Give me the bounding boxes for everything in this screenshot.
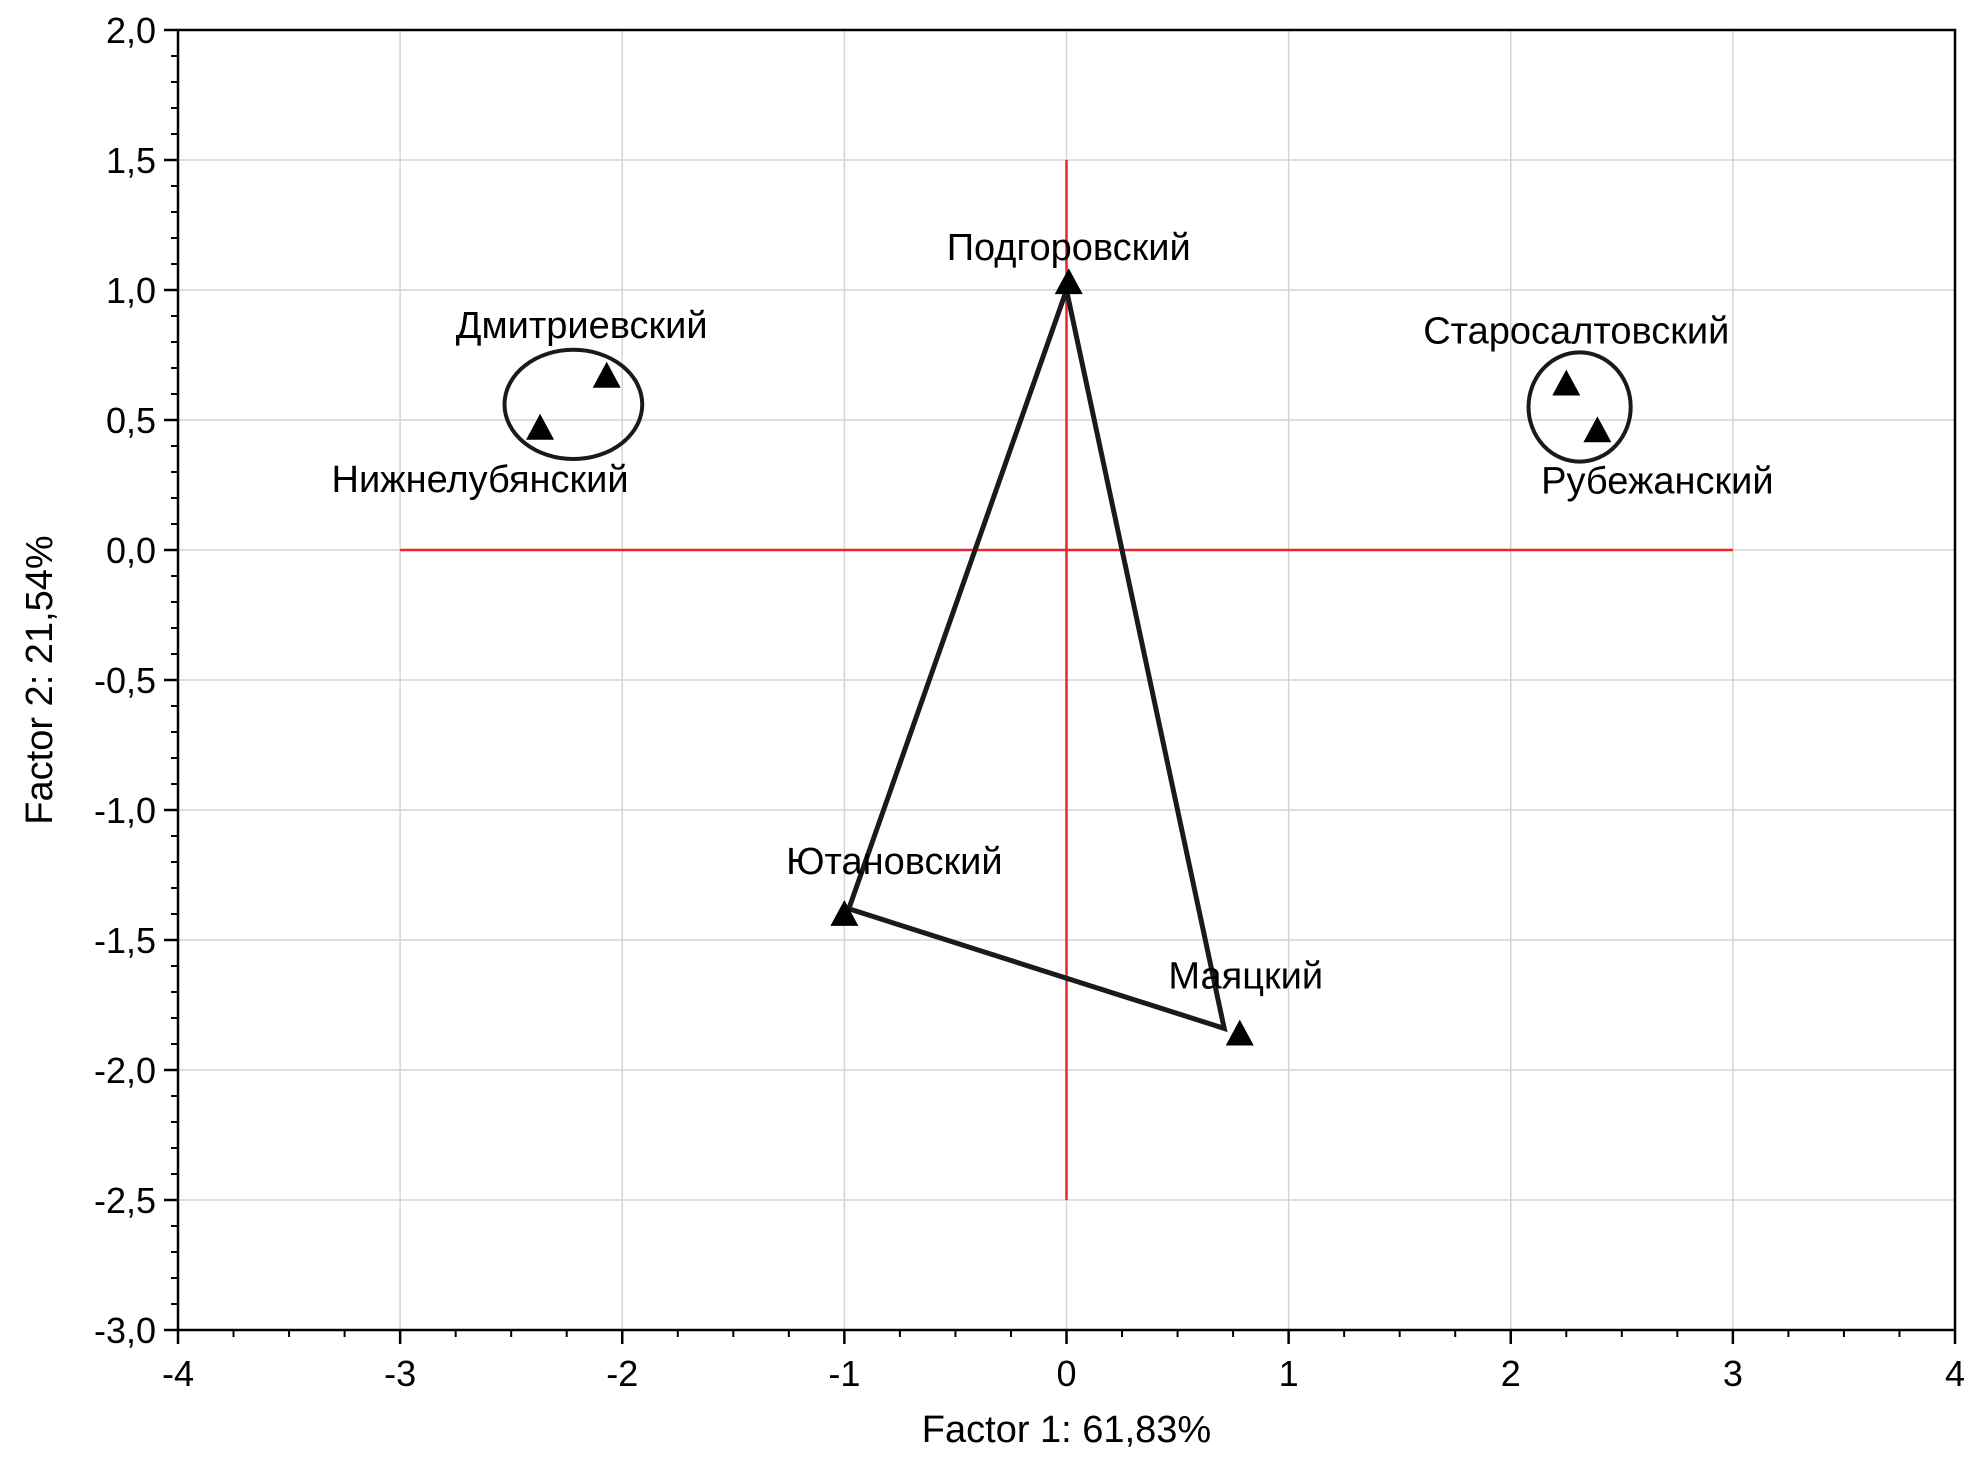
y-tick-label: -2,0 xyxy=(94,1050,156,1091)
y-tick-label: -0,5 xyxy=(94,660,156,701)
point-label: Рубежанский xyxy=(1541,460,1773,502)
data-points xyxy=(526,268,1612,1046)
y-tick-label: 1,5 xyxy=(106,140,156,181)
point-label: Маяцкий xyxy=(1168,956,1323,998)
point-marker xyxy=(526,413,555,440)
y-tick-label: 0,0 xyxy=(106,530,156,571)
y-tick-label: 2,0 xyxy=(106,10,156,51)
x-tick-label: -2 xyxy=(606,1353,638,1394)
x-tick-label: 4 xyxy=(1945,1353,1965,1394)
point-marker xyxy=(1225,1019,1254,1046)
x-tick-label: -1 xyxy=(828,1353,860,1394)
y-tick-label: -2,5 xyxy=(94,1180,156,1221)
point-label: Старосалтовский xyxy=(1423,311,1729,353)
annotation-shapes xyxy=(502,280,1633,1033)
x-tick-label: -3 xyxy=(384,1353,416,1394)
axis-ticks: -4 -3 -2 -1 0 1 2 3 4 2,0 1,5 1,0 0,5 0,0 -0,5 -1,0 -1,5… xyxy=(94,10,1965,1394)
cluster-ellipse xyxy=(1526,350,1633,464)
x-tick-label: 2 xyxy=(1501,1353,1521,1394)
x-tick-label: -4 xyxy=(162,1353,194,1394)
reference-lines xyxy=(400,160,1733,1200)
y-tick-label: 0,5 xyxy=(106,400,156,441)
y-tick-label: -3,0 xyxy=(94,1310,156,1351)
cluster-triangle xyxy=(845,280,1228,1033)
x-tick-label: 3 xyxy=(1723,1353,1743,1394)
y-axis-title: Factor 2: 21,54% xyxy=(19,535,61,824)
y-tick-label: 1,0 xyxy=(106,270,156,311)
point-label: Подгоровский xyxy=(947,227,1191,269)
point-marker xyxy=(592,361,621,388)
point-marker xyxy=(1552,369,1581,396)
point-label: Дмитриевский xyxy=(456,305,708,347)
x-tick-label: 0 xyxy=(1056,1353,1076,1394)
point-labels: Подгоровский Дмитриевский Нижнелубянский Ст… xyxy=(332,227,1774,997)
point-marker xyxy=(830,900,859,926)
cluster-ellipse xyxy=(502,347,645,461)
point-label: Ютановский xyxy=(786,841,1002,883)
x-tick-label: 1 xyxy=(1279,1353,1299,1394)
point-label: Нижнелубянский xyxy=(332,459,629,501)
y-tick-label: -1,5 xyxy=(94,920,156,961)
y-tick-label: -1,0 xyxy=(94,790,156,831)
x-axis-title: Factor 1: 61,83% xyxy=(922,1409,1211,1451)
point-marker xyxy=(1054,268,1083,295)
point-marker xyxy=(1583,416,1612,443)
